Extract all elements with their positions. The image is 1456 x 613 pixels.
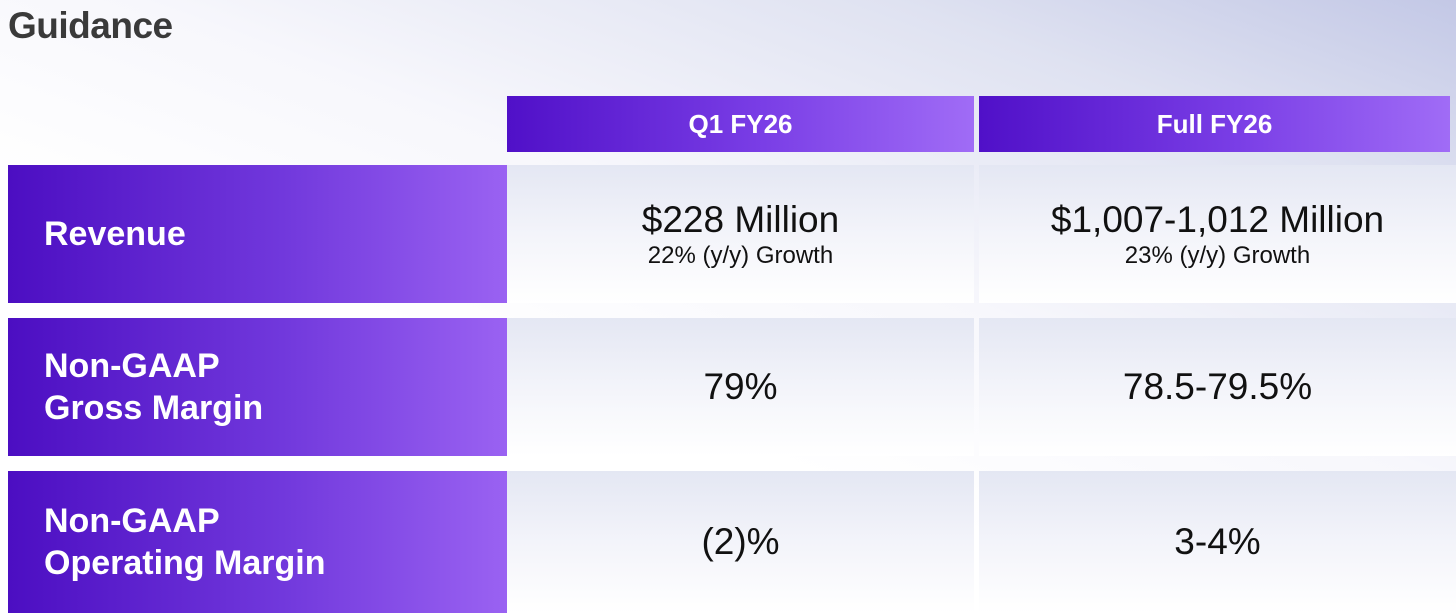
- row-label-line: Gross Margin: [44, 389, 264, 427]
- row-label-line: Non-GAAP: [44, 347, 220, 385]
- column-header-q1-fy26: Q1 FY26: [507, 96, 974, 152]
- cell-revenue-full-year: $1,007-1,012 Million 23% (y/y) Growth: [979, 165, 1456, 303]
- cell-operating-margin-q1: (2)%: [507, 471, 974, 613]
- cell-gross-margin-full-year: 78.5-79.5%: [979, 318, 1456, 456]
- row-label-line: Operating Margin: [44, 544, 326, 582]
- row-label-gross-margin: Non-GAAP Gross Margin: [8, 318, 507, 456]
- cell-value: 79%: [703, 366, 778, 407]
- cell-value: 78.5-79.5%: [1122, 366, 1313, 407]
- column-header-full-fy26: Full FY26: [979, 96, 1450, 152]
- row-label-line: Revenue: [44, 215, 186, 253]
- row-label-line: Non-GAAP: [44, 502, 220, 540]
- row-label-revenue: Revenue: [8, 165, 507, 303]
- cell-value: (2)%: [701, 521, 780, 562]
- cell-value: 3-4%: [1174, 521, 1261, 562]
- cell-value: $1,007-1,012 Million: [1050, 199, 1385, 240]
- row-label-operating-margin: Non-GAAP Operating Margin: [8, 471, 507, 613]
- page-title: Guidance: [8, 5, 173, 46]
- cell-subtext: 22% (y/y) Growth: [647, 242, 834, 269]
- cell-gross-margin-q1: 79%: [507, 318, 974, 456]
- cell-subtext: 23% (y/y) Growth: [1124, 242, 1311, 269]
- cell-revenue-q1: $228 Million 22% (y/y) Growth: [507, 165, 974, 303]
- cell-operating-margin-full-year: 3-4%: [979, 471, 1456, 613]
- cell-value: $228 Million: [641, 199, 840, 240]
